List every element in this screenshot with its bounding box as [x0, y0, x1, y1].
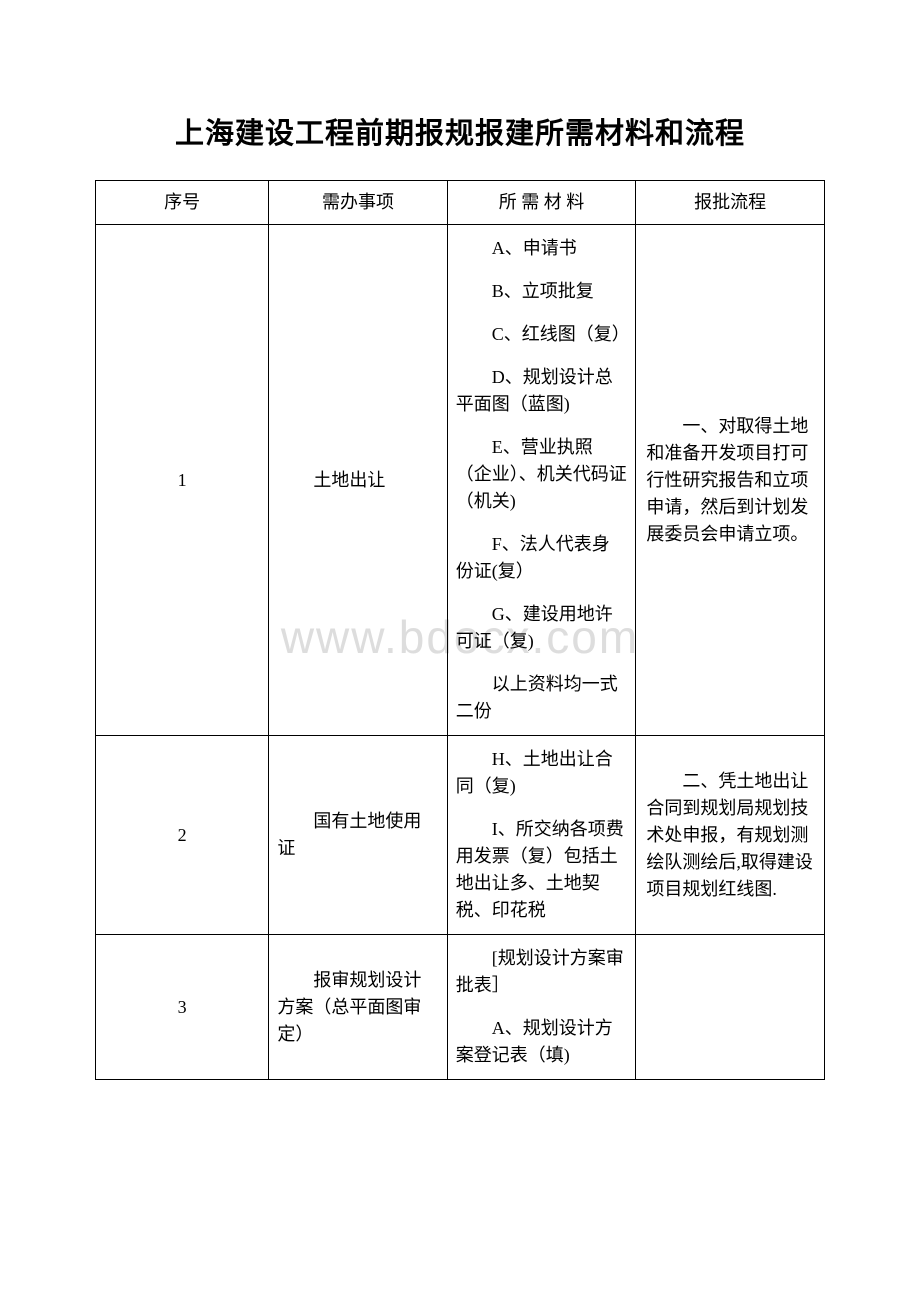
header-seq: 序号 [96, 181, 269, 225]
document-content: 上海建设工程前期报规报建所需材料和流程 序号 需办事项 所 需 材 料 报批流程… [95, 110, 825, 1080]
process-cell: 一、对取得土地和准备开发项目打可行性研究报告和立项申请，然后到计划发展委员会申请… [636, 225, 825, 736]
material-item: [规划设计方案审批表］ [456, 945, 628, 999]
seq-cell: 2 [96, 736, 269, 935]
material-item: A、申请书 [456, 235, 628, 262]
header-process: 报批流程 [636, 181, 825, 225]
material-item: C、红线图（复） [456, 321, 628, 348]
material-item: G、建设用地许可证（复) [456, 601, 628, 655]
seq-cell: 3 [96, 935, 269, 1080]
material-item: I、所交纳各项费用发票（复）包括土地出让多、土地契税、印花税 [456, 816, 628, 924]
materials-cell: [规划设计方案审批表］ A、规划设计方案登记表（填) [447, 935, 636, 1080]
table-header-row: 序号 需办事项 所 需 材 料 报批流程 [96, 181, 825, 225]
material-item: H、土地出让合同（复) [456, 746, 628, 800]
header-item: 需办事项 [269, 181, 447, 225]
table-body: 1 土地出让 A、申请书 B、立项批复 C、红线图（复） D、规划设计总平面图（… [96, 225, 825, 1080]
table-row: 1 土地出让 A、申请书 B、立项批复 C、红线图（复） D、规划设计总平面图（… [96, 225, 825, 736]
material-item: F、法人代表身份证(复） [456, 531, 628, 585]
material-item: A、规划设计方案登记表（填) [456, 1015, 628, 1069]
table-row: 3 报审规划设计方案（总平面图审定） [规划设计方案审批表］ A、规划设计方案登… [96, 935, 825, 1080]
item-cell: 报审规划设计方案（总平面图审定） [269, 935, 447, 1080]
materials-cell: A、申请书 B、立项批复 C、红线图（复） D、规划设计总平面图（蓝图) E、营… [447, 225, 636, 736]
item-cell: 国有土地使用证 [269, 736, 447, 935]
material-item: 以上资料均一式二份 [456, 671, 628, 725]
seq-cell: 1 [96, 225, 269, 736]
header-material: 所 需 材 料 [447, 181, 636, 225]
material-item: E、营业执照（企业）、机关代码证（机关) [456, 434, 628, 515]
item-cell: 土地出让 [269, 225, 447, 736]
page-title: 上海建设工程前期报规报建所需材料和流程 [95, 110, 825, 152]
materials-cell: H、土地出让合同（复) I、所交纳各项费用发票（复）包括土地出让多、土地契税、印… [447, 736, 636, 935]
requirements-table: 序号 需办事项 所 需 材 料 报批流程 1 土地出让 A、申请书 B、立项批复… [95, 180, 825, 1080]
table-row: 2 国有土地使用证 H、土地出让合同（复) I、所交纳各项费用发票（复）包括土地… [96, 736, 825, 935]
process-cell: 二、凭土地出让合同到规划局规划技术处申报，有规划测绘队测绘后,取得建设项目规划红… [636, 736, 825, 935]
material-item: D、规划设计总平面图（蓝图) [456, 364, 628, 418]
process-cell [636, 935, 825, 1080]
material-item: B、立项批复 [456, 278, 628, 305]
